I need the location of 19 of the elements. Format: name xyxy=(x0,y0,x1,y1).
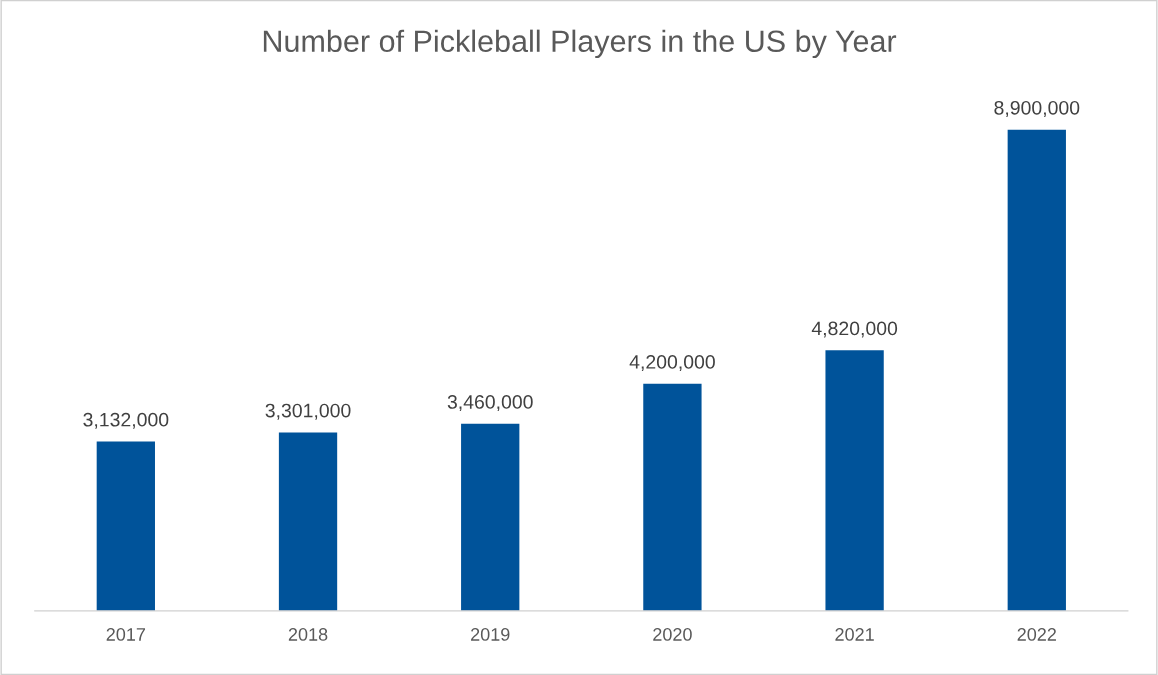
x-tick-label: 2019 xyxy=(471,628,510,641)
x-tick-label: 2021 xyxy=(835,628,874,641)
bar xyxy=(96,441,155,611)
bar xyxy=(643,383,702,611)
data-label: 4,200,000 xyxy=(629,355,715,372)
bar xyxy=(461,423,520,611)
data-label: 3,132,000 xyxy=(83,412,169,429)
data-label: 3,460,000 xyxy=(447,395,533,412)
bar xyxy=(278,432,338,611)
data-label: 3,301,000 xyxy=(265,403,351,420)
chart-title: Number of Pickleball Players in the US by Year xyxy=(263,29,897,59)
bar xyxy=(1007,129,1066,611)
x-tick-label: 2022 xyxy=(1017,628,1056,641)
x-tick-label: 2018 xyxy=(288,628,328,641)
bar xyxy=(825,350,884,611)
x-tick-label: 2017 xyxy=(106,628,146,641)
data-label: 8,900,000 xyxy=(994,100,1080,117)
data-label: 4,820,000 xyxy=(811,321,898,338)
x-tick-label: 2020 xyxy=(653,628,692,641)
